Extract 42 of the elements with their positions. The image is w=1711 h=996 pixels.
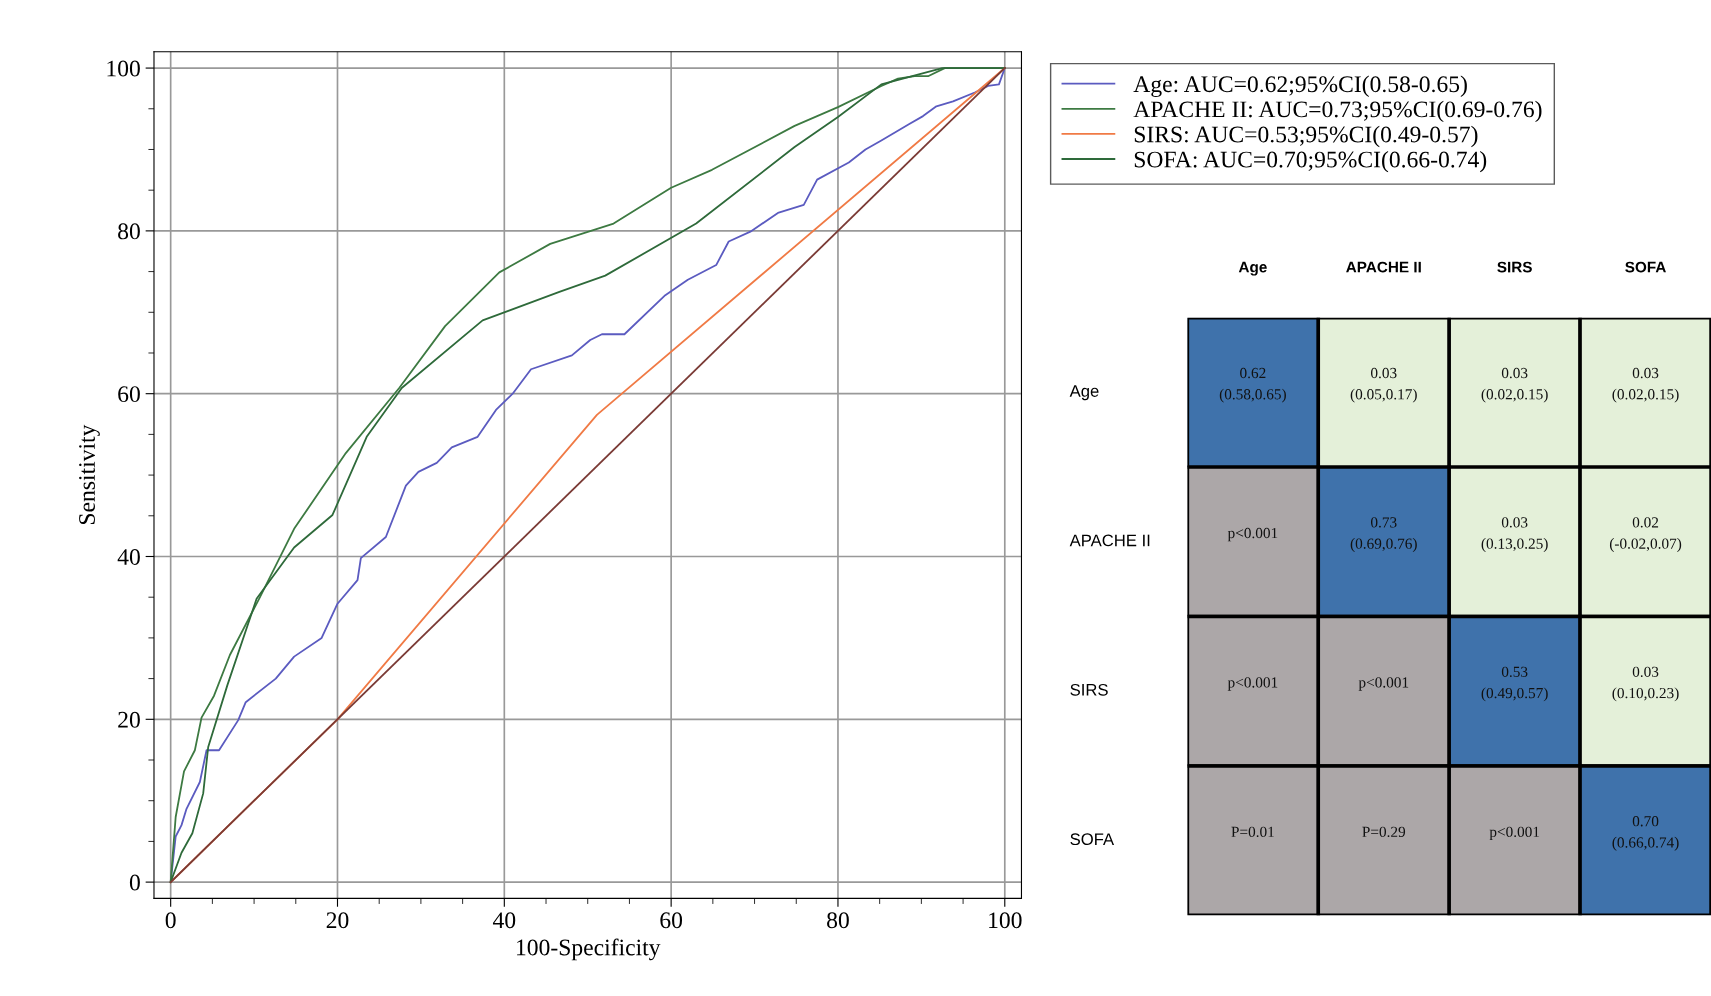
category-label: Age [1238, 261, 1267, 276]
text: p<0.001 [1358, 677, 1409, 691]
text: 0.03 (0.02,0.15) [1481, 367, 1548, 403]
text: P=0.29 [1362, 826, 1406, 838]
text: 0.62 (0.58,0.65) [1219, 367, 1286, 403]
legend-label: SOFA: AUC=0.70;95%CI(0.66-0.74) [1134, 150, 1487, 173]
text: p<0.001 [1227, 677, 1278, 691]
category-label: Age [1069, 385, 1099, 401]
y-tick-label: 20 [118, 711, 140, 728]
text: P=0.01 [1231, 826, 1274, 838]
y-axis-title: Sensitivity [79, 424, 100, 525]
category-label: SOFA [1625, 261, 1666, 273]
text: 0.53 (0.49,0.57) [1481, 666, 1548, 702]
text: 0.03 (0.05,0.17) [1350, 367, 1417, 403]
y-tick-label: 60 [118, 386, 140, 403]
text: 0.02 (-0.02,0.07) [1609, 517, 1682, 552]
category-label: SIRS [1070, 683, 1108, 696]
text: 0.70 (0.66,0.74) [1612, 816, 1679, 851]
category-label: SIRS [1497, 261, 1532, 273]
text: p<0.001 [1489, 826, 1540, 841]
category-label: SOFA [1070, 833, 1115, 846]
x-axis-title: 100-Specificity [517, 938, 661, 961]
text: 0.73 (0.69,0.76) [1350, 517, 1417, 552]
text: 0.03 (0.10,0.23) [1612, 666, 1679, 702]
x-tick-label: 60 [660, 912, 683, 929]
x-tick-label: 0 [165, 912, 176, 929]
legend-label: APACHE II: AUC=0.73;95%CI(0.69-0.76) [1133, 100, 1542, 123]
x-tick-label: 100 [989, 912, 1022, 929]
text: 0.03 (0.02,0.15) [1612, 367, 1679, 403]
y-tick-label: 80 [118, 223, 140, 240]
y-tick-label: 0 [129, 874, 140, 891]
category-label: APACHE II [1346, 261, 1421, 273]
x-tick-label: 80 [827, 912, 849, 929]
text: p<0.001 [1227, 527, 1278, 542]
x-tick-label: 20 [326, 912, 349, 929]
y-tick-label: 100 [107, 60, 140, 77]
x-tick-label: 40 [492, 912, 516, 929]
y-tick-label: 40 [117, 548, 140, 565]
text: 0.03 (0.13,0.25) [1481, 517, 1548, 552]
category-label: APACHE II [1069, 534, 1150, 547]
legend-label: Age: AUC=0.62;95%CI(0.58-0.65) [1133, 75, 1467, 98]
legend-label: SIRS: AUC=0.53;95%CI(0.49-0.57) [1134, 125, 1478, 148]
